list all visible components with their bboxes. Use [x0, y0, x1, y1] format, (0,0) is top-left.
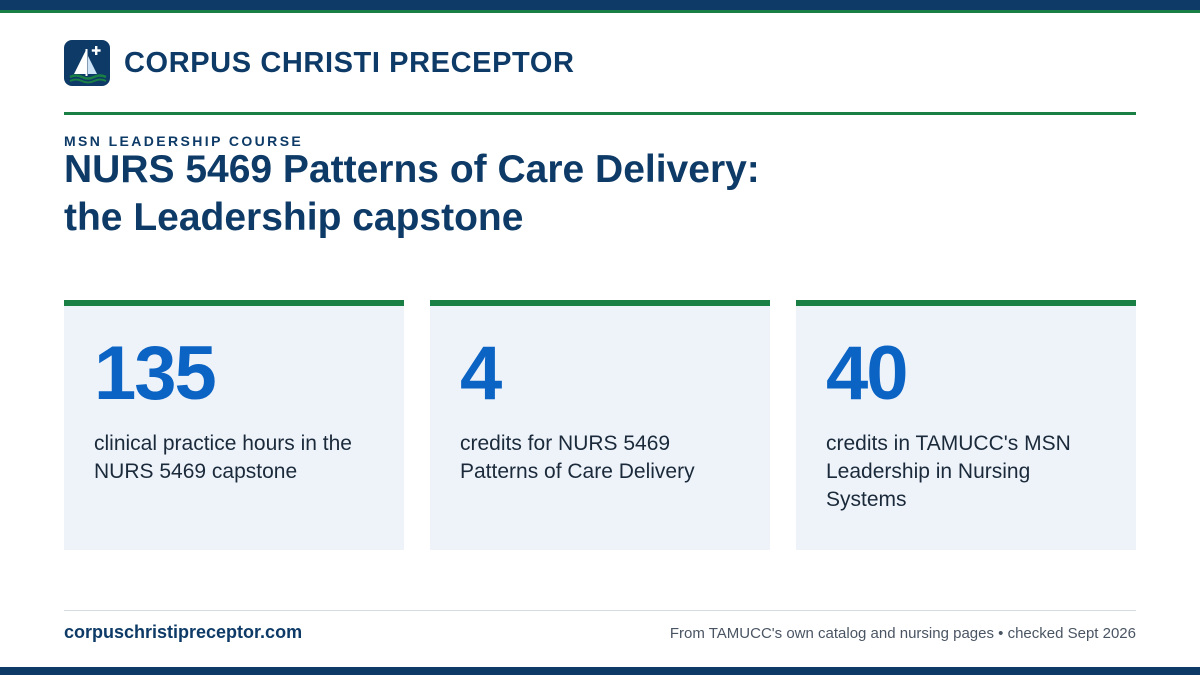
stat-label: clinical practice hours in the NURS 5469…	[94, 432, 352, 483]
stat-value: 135	[94, 331, 217, 416]
sailboat-cross-icon	[64, 40, 110, 86]
header-divider	[64, 112, 1136, 115]
top-green-accent	[0, 10, 1200, 13]
stat-card-hours: 135 clinical practice hours in the NURS …	[64, 300, 404, 550]
stat-label: credits for NURS 5469 Patterns of Care D…	[460, 432, 695, 483]
stat-value: 40	[826, 331, 909, 416]
stat-card-program-credits: 40 credits in TAMUCC's MSN Leadership in…	[796, 300, 1136, 550]
top-navy-bar	[0, 0, 1200, 10]
stat-card-course-credits: 4 credits for NURS 5469 Patterns of Care…	[430, 300, 770, 550]
bottom-navy-bar	[0, 667, 1200, 675]
course-eyebrow: MSN LEADERSHIP COURSE	[64, 133, 304, 149]
stat-cards: 135 clinical practice hours in the NURS …	[64, 300, 1136, 550]
brand-header: CORPUS CHRISTI PRECEPTOR	[64, 40, 575, 86]
stat-value: 4	[460, 331, 502, 416]
source-note: From TAMUCC's own catalog and nursing pa…	[669, 625, 1136, 642]
brand-name: CORPUS CHRISTI PRECEPTOR	[124, 46, 575, 79]
stat-label: credits in TAMUCC's MSN Leadership in Nu…	[826, 432, 1071, 511]
site-link[interactable]: corpuschristipreceptor.com	[64, 622, 303, 642]
footer-divider	[64, 610, 1136, 611]
page-title: NURS 5469 Patterns of Care Delivery: the…	[64, 148, 760, 239]
